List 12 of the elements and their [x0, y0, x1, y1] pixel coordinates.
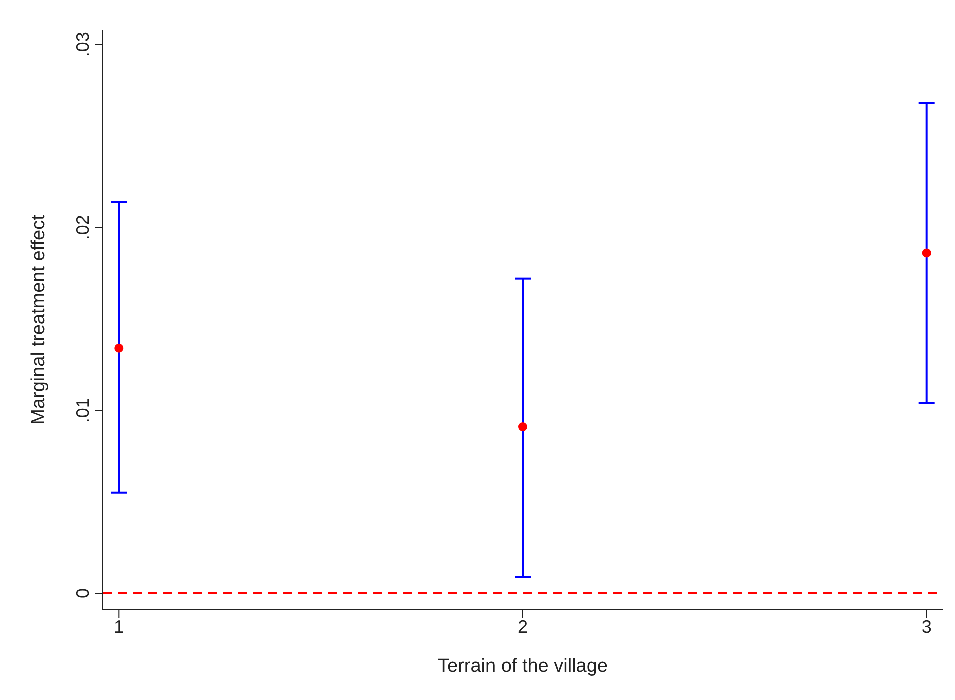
point: [518, 422, 528, 432]
y-tick-label: .03: [73, 32, 93, 58]
y-axis-title: Marginal treatment effect: [28, 214, 50, 425]
x-tick-label: 2: [518, 616, 528, 637]
x-tick-label: 3: [922, 616, 932, 637]
x-axis-title: Terrain of the village: [438, 656, 608, 677]
y-tick-label: 0: [73, 588, 93, 599]
point: [922, 248, 932, 258]
y-tick-label: .02: [73, 215, 93, 240]
point: [114, 344, 124, 353]
x-tick-label: 1: [114, 616, 124, 637]
y-tick-label: .01: [73, 398, 93, 424]
